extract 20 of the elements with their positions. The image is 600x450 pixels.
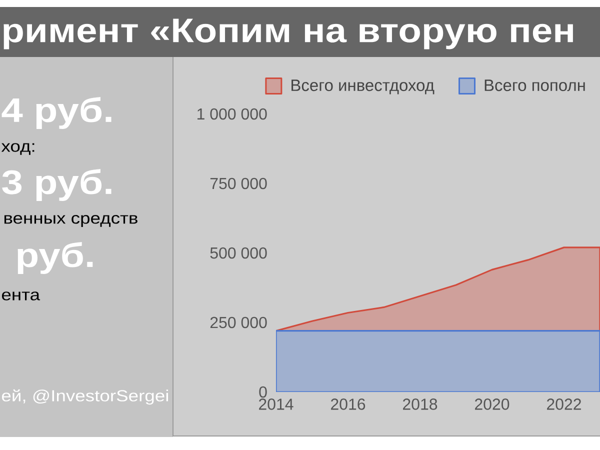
text: руб.	[18, 242, 93, 274]
chart-title: римент «Копим на вторую пен	[4, 18, 573, 50]
x-tick-label: 2020	[475, 398, 510, 410]
text: 4 руб.	[2, 97, 112, 129]
text: ей, @InvestorSergei	[2, 389, 168, 405]
x-tick-label: 2014	[259, 398, 294, 410]
legend-label: Всего пополн	[484, 80, 585, 92]
legend-label: Всего инвестдоход	[292, 80, 434, 94]
x-tick-label: 2018	[403, 398, 438, 410]
y-tick-label: 500 000	[210, 247, 267, 259]
y-tick-label: 0	[259, 386, 267, 398]
text: ента	[2, 292, 40, 300]
text: 3 руб.	[2, 169, 112, 201]
y-tick-label: 750 000	[210, 178, 267, 190]
y-tick-label: 1 000 000	[198, 108, 267, 120]
text: венных средств	[4, 215, 138, 227]
y-tick-label: 250 000	[210, 316, 267, 328]
x-tick-label: 2022	[547, 398, 581, 410]
x-tick-label: 2016	[331, 398, 366, 410]
text: ход:	[1, 143, 34, 155]
